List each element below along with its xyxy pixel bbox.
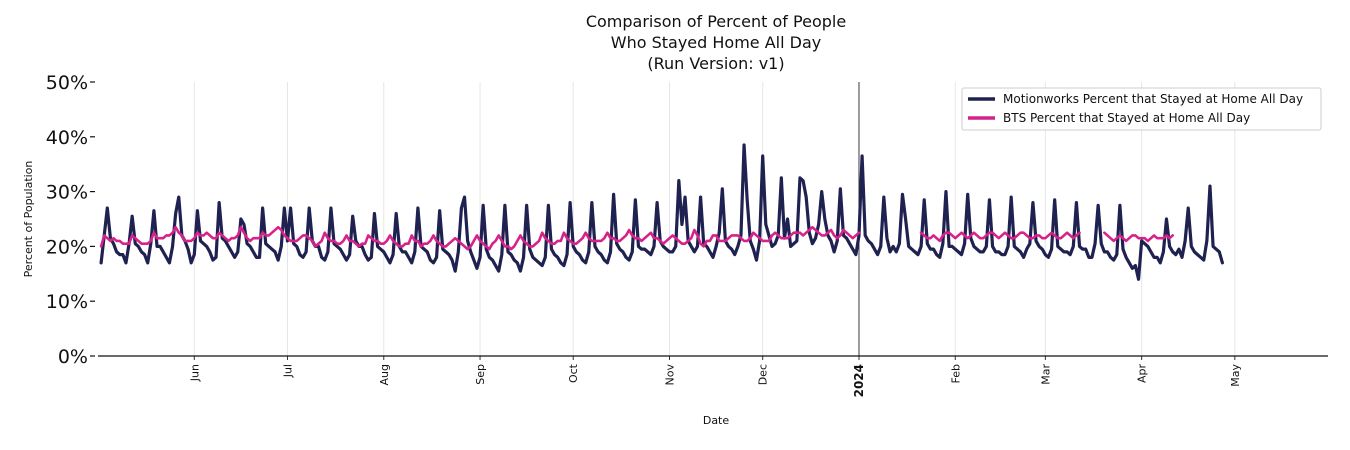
series-line-bts [919, 231, 1081, 243]
y-axis: 0% 10% 20% 30% 40% 50% [46, 72, 95, 368]
plot-area [99, 143, 1224, 281]
chart-title-line-2: Who Stayed Home All Day [611, 33, 821, 52]
y-tick-label: 0% [58, 346, 88, 368]
legend: Motionworks Percent that Stayed at Home … [961, 87, 1322, 131]
legend-label-bts: BTS Percent that Stayed at Home All Day [1003, 111, 1250, 125]
chart-title: Comparison of Percent of People Who Stay… [586, 12, 846, 73]
x-tick-label: May [1229, 364, 1242, 387]
y-tick-label: 20% [46, 236, 88, 258]
x-tick-label: Feb [949, 364, 962, 383]
series-line-bts [99, 225, 861, 251]
y-tick-label: 40% [46, 127, 88, 149]
x-tick-label: Sep [474, 364, 487, 385]
x-axis-label: Date [703, 414, 730, 427]
series-line-bts [1103, 231, 1174, 243]
x-tick-label: Nov [664, 364, 677, 386]
y-tick-label: 50% [46, 72, 88, 94]
x-tick-label: Jul [281, 364, 294, 378]
legend-label-motionworks: Motionworks Percent that Stayed at Home … [1003, 92, 1303, 106]
legend-box [961, 87, 1322, 131]
y-tick-label: 10% [46, 291, 88, 313]
series-line-motionworks [99, 143, 1224, 281]
x-tick-label: 2024 [852, 364, 866, 397]
x-tick-label: Oct [567, 363, 580, 383]
x-tick-label: Mar [1039, 364, 1052, 385]
y-tick-label: 30% [46, 182, 88, 204]
x-tick-label: Apr [1136, 364, 1149, 384]
x-tick-label: Dec [757, 364, 770, 385]
x-axis: Jun Jul Aug Sep Oct Nov Dec 2024 Feb Mar Apr May [98, 355, 1328, 397]
x-tick-label: Aug [378, 364, 391, 385]
chart-title-line-1: Comparison of Percent of People [586, 12, 846, 31]
y-axis-label: Percent of Population [22, 161, 35, 278]
x-tick-label: Jun [188, 364, 201, 382]
chart-title-line-3: (Run Version: v1) [647, 54, 784, 73]
